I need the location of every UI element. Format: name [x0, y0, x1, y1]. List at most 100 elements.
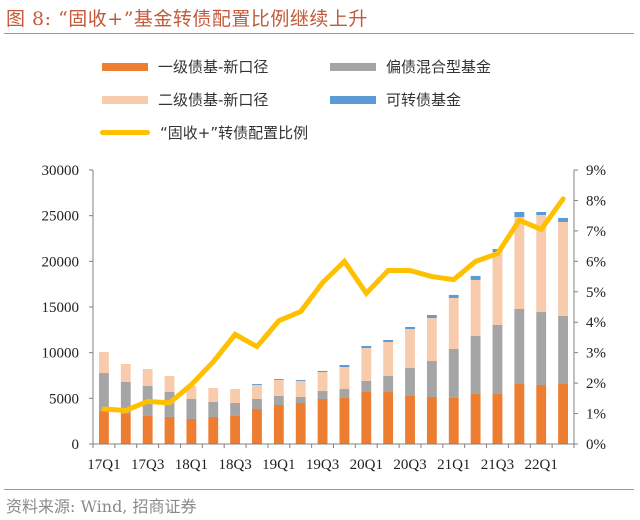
- legend-label: 偏债混合型基金: [386, 58, 492, 76]
- legend-label: 二级债基-新口径: [158, 91, 269, 109]
- bar-segment-series-2: [295, 380, 306, 397]
- bar-segment-series-3: [536, 212, 547, 216]
- bar-segment-series-3: [558, 217, 568, 222]
- bar-segment-series-0: [273, 405, 284, 444]
- bar-segment-series-0: [186, 418, 197, 444]
- bar-segment-series-3: [448, 294, 459, 298]
- right-axis-tick-label: 5%: [586, 285, 606, 301]
- legend-item-series-1: 偏债混合型基金: [330, 56, 491, 77]
- bar-segment-series-0: [164, 416, 175, 444]
- bar-segment-series-2: [208, 388, 219, 402]
- bar-segment-series-0: [339, 397, 350, 444]
- x-axis-tick-label: 21Q1: [437, 457, 470, 473]
- x-axis-tick-label: 22Q1: [525, 457, 558, 473]
- legend-item-series-3: 可转债基金: [330, 89, 461, 110]
- bar-segment-series-0: [295, 402, 306, 444]
- bar-segment-series-3: [426, 315, 437, 318]
- bar-segment-series-2: [536, 215, 547, 313]
- chart-plot: 0 5000 10000 15000 20000 25000 30000 0% 1% 2% 3% 4…: [42, 163, 607, 473]
- bar-segment-series-1: [295, 396, 306, 403]
- left-axis-tick-label: 30000: [42, 163, 80, 179]
- bar-segment-series-2: [405, 329, 415, 369]
- bar-segment-series-0: [120, 413, 131, 444]
- legend-swatch: [330, 95, 376, 104]
- legend-swatch: [330, 62, 376, 71]
- legend-item-series-0: 一级债基-新口径: [102, 56, 268, 77]
- right-axis-tick-label: 8%: [586, 193, 606, 209]
- bar-segment-series-0: [514, 383, 525, 444]
- right-axis-tick-label: 3%: [586, 346, 606, 362]
- figure-title: 图 8: “固收+”基金转债配置比例继续上升: [6, 8, 368, 30]
- left-axis-tick-label: 0: [72, 437, 80, 453]
- legend-label: 可转债基金: [386, 91, 462, 109]
- bar-segment-series-3: [361, 345, 372, 349]
- bar-segment-series-2: [361, 348, 372, 381]
- source-divider: [4, 489, 634, 490]
- left-axis-tick-label: 10000: [42, 346, 80, 362]
- bar-segment-series-1: [514, 309, 525, 384]
- bar-segment-series-0: [448, 397, 459, 444]
- bar-segment-series-2: [514, 217, 525, 310]
- bar-segment-series-2: [273, 379, 284, 396]
- bar-segment-series-0: [492, 393, 503, 444]
- bar-segment-series-1: [252, 398, 262, 410]
- bar-segment-series-1: [99, 373, 109, 412]
- x-axis-tick-label: 20Q3: [393, 457, 426, 473]
- bar-segment-series-1: [186, 398, 197, 419]
- bar-segment-series-1: [426, 360, 437, 397]
- bar-segment-series-2: [142, 369, 153, 387]
- bar-segment-series-2: [470, 279, 481, 336]
- bar-segment-series-2: [339, 367, 350, 390]
- bar-segment-series-1: [317, 391, 328, 399]
- bar-segment-series-1: [273, 395, 284, 406]
- bar-segment-series-3: [339, 364, 350, 368]
- left-axis-tick-label: 25000: [42, 209, 80, 225]
- bar-segment-series-0: [230, 415, 241, 444]
- bar-segment-series-0: [470, 393, 481, 444]
- bar-segment-series-0: [383, 392, 394, 444]
- legend-swatch: [102, 95, 148, 104]
- bar-segment-series-0: [361, 392, 372, 444]
- legend-label: “固收+”转债配置比例: [160, 124, 309, 142]
- bar-segment-series-2: [448, 297, 459, 350]
- bar-segment-series-2: [426, 317, 437, 361]
- x-axis-tick-label: 20Q1: [350, 457, 383, 473]
- bar-segment-series-1: [339, 389, 350, 398]
- bar-segment-series-2: [383, 341, 394, 376]
- left-axis-tick-label: 15000: [42, 300, 80, 316]
- bar-segment-series-3: [405, 327, 415, 330]
- bar-segment-series-1: [208, 401, 219, 417]
- bar-segment-series-0: [142, 415, 153, 444]
- bar-segment-series-1: [405, 368, 415, 396]
- bar-segment-series-2: [120, 363, 131, 382]
- x-axis-tick-label: 17Q3: [131, 457, 164, 473]
- bar-segment-series-0: [426, 396, 437, 444]
- bar-segment-series-0: [405, 395, 415, 444]
- bar-segment-series-2: [558, 221, 568, 316]
- bar-segment-series-1: [470, 335, 481, 394]
- left-axis-tick-label: 5000: [49, 391, 79, 407]
- right-axis-tick-label: 1%: [586, 407, 606, 423]
- bar-segment-series-3: [470, 275, 481, 280]
- bar-segment-series-2: [99, 352, 109, 374]
- bar-segment-series-1: [558, 315, 568, 384]
- line-series: [101, 196, 566, 414]
- bar-segment-series-3: [295, 380, 306, 381]
- bar-segment-series-2: [492, 252, 503, 325]
- bar-segment-series-0: [99, 411, 109, 444]
- legend-item-series-4: “固收+”转债配置比例: [100, 122, 308, 143]
- right-axis-tick-label: 2%: [586, 376, 606, 392]
- bar-segment-series-1: [383, 375, 394, 393]
- bar-segment-series-1: [492, 324, 503, 394]
- bar-segment-series-0: [558, 383, 568, 444]
- bar-segment-series-3: [317, 370, 328, 373]
- bar-series: [99, 212, 568, 444]
- bar-segment-series-0: [536, 384, 547, 444]
- bar-segment-series-2: [186, 386, 197, 399]
- right-axis-tick-label: 0%: [586, 437, 606, 453]
- right-axis-tick-label: 7%: [586, 224, 606, 240]
- bar-segment-series-2: [252, 384, 262, 399]
- bar-segment-series-1: [120, 381, 131, 414]
- bar-segment-series-0: [252, 409, 262, 444]
- legend-item-series-2: 二级债基-新口径: [102, 89, 268, 110]
